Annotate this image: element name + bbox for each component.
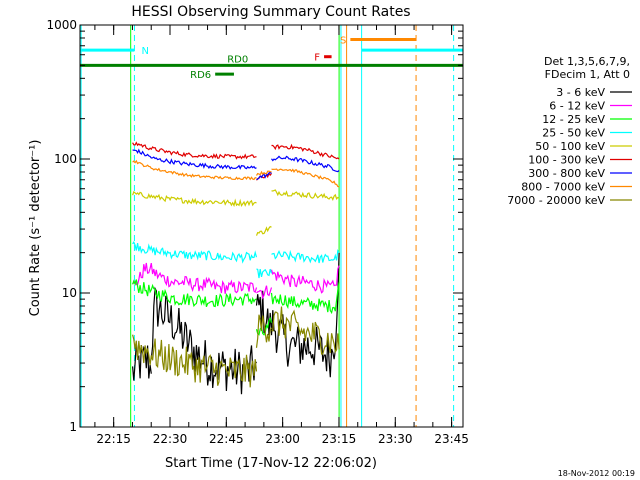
legend-header-line-2: FDecim 1, Att 0 [545, 68, 630, 81]
x-tick-label: 23:00 [265, 432, 300, 446]
chart-title: HESSI Observing Summary Count Rates [131, 4, 410, 20]
legend-entry-label: 300 - 800 keV [528, 167, 605, 180]
x-tick-label: 23:30 [378, 432, 413, 446]
series-line-3 [255, 316, 273, 336]
x-tick-label: 23:15 [322, 432, 357, 446]
series-line-3 [270, 282, 340, 315]
flag-label: N [141, 46, 148, 57]
flag-label: RD0 [227, 54, 248, 65]
timestamp-footer: 18-Nov-2012 00:19 [558, 469, 635, 478]
series-line-7 [271, 155, 340, 173]
x-tick-label: 23:45 [434, 432, 469, 446]
series-line-4 [256, 268, 273, 279]
legend-entry-label: 12 - 25 keV [542, 113, 605, 126]
legend-entry-label: 3 - 6 keV [556, 86, 605, 99]
series-line-4 [271, 248, 340, 264]
flag-label: S [340, 35, 346, 46]
series-line-7 [256, 171, 272, 180]
series-line-2 [132, 262, 258, 294]
y-tick-label: 1 [69, 420, 77, 434]
y-tick-label: 10 [62, 286, 77, 300]
plot-frame [79, 24, 464, 428]
series-line-9 [255, 314, 272, 348]
series-line-8 [271, 168, 340, 188]
legend: Det 1,3,5,6,7,9, FDecim 1, Att 0 3 - 6 k… [507, 55, 632, 207]
flag-label: RD6 [190, 70, 211, 81]
legend-entry-label: 6 - 12 keV [549, 100, 605, 113]
flag-label: F [314, 53, 320, 64]
plot-area: N RD0 RD6 S F [80, 25, 463, 427]
series-line-5 [132, 190, 257, 208]
y-axis-label: Count Rate (s⁻¹ detector⁻¹) [28, 140, 43, 317]
legend-entry-label: 100 - 300 keV [528, 154, 605, 167]
axes: 1 10 100 1000 22:15 22:30 22:45 23:00 23:15 23:30… [46, 18, 468, 446]
series-line-6 [271, 143, 340, 160]
series-line-1 [255, 290, 273, 336]
series-line-9 [132, 334, 258, 388]
legend-entry-label: 25 - 50 keV [542, 127, 605, 140]
x-axis-label: Start Time (17-Nov-12 22:06:02) [165, 456, 377, 471]
series-line-7 [132, 148, 257, 170]
series-line-5 [255, 225, 272, 236]
series-line-8 [132, 159, 257, 181]
series-line-4 [132, 240, 258, 264]
series-line-6 [132, 141, 257, 160]
series-line-5 [271, 189, 340, 201]
y-tick-label: 100 [54, 152, 77, 166]
legend-entry-label: 800 - 7000 keV [521, 181, 605, 194]
series-line-2 [270, 265, 340, 294]
plot-content [80, 25, 455, 427]
y-tick-label: 1000 [46, 18, 77, 32]
series-line-1 [150, 286, 257, 395]
series-line-2 [256, 285, 273, 300]
legend-entry-label: 50 - 100 keV [535, 140, 605, 153]
series-line-8 [255, 170, 272, 176]
series-line-3 [132, 279, 257, 308]
legend-entry-label: 7000 - 20000 keV [507, 194, 605, 207]
series-line-9 [271, 306, 340, 355]
x-tick-label: 22:45 [209, 432, 244, 446]
legend-header-line-1: Det 1,3,5,6,7,9, [544, 55, 630, 68]
x-tick-label: 22:15 [96, 432, 131, 446]
x-tick-label: 22:30 [153, 432, 188, 446]
